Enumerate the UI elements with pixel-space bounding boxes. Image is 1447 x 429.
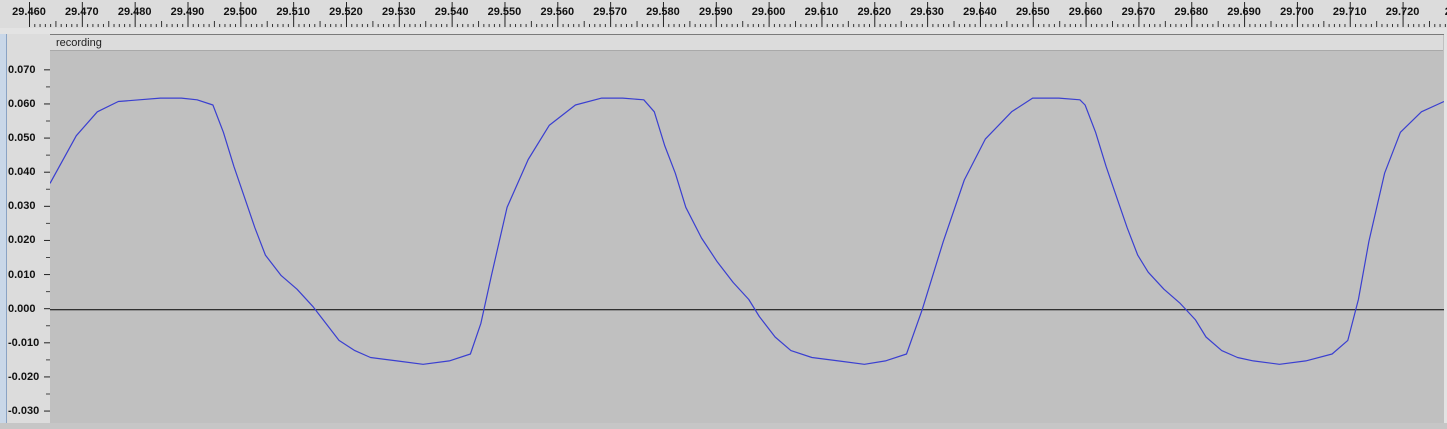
scale-label: -0.010 [8,336,40,349]
ruler-label: 29.720 [1385,6,1420,18]
ruler-label: 29.690 [1227,6,1261,18]
ruler-label: 29.680 [1174,6,1209,18]
ruler-label: 29.550 [487,6,522,18]
ruler-label: 29.470 [65,6,99,18]
ruler-label: 29.540 [434,6,469,18]
ruler-label: 29.520 [329,6,363,18]
scale-label: 0.070 [8,63,36,76]
ruler-label: 29.590 [698,6,733,18]
ruler-label: 29.700 [1280,6,1314,18]
ruler-label: 29.490 [170,6,205,18]
audio-track[interactable]: recording [50,34,1444,424]
track-select-edge[interactable] [0,34,7,423]
ruler-ticks [29,2,1446,27]
scale-label: -0.030 [8,405,40,418]
ruler-label: 29.7 [1445,6,1447,18]
vertical-amplitude-scale[interactable]: 0.070 0.060 0.050 0.040 0.030 0.020 0.010 0.000… [0,34,51,423]
ruler-label: 29.710 [1332,6,1367,18]
ruler-label: 29.480 [117,6,152,18]
ruler-label: 29.640 [963,6,997,18]
scale-ticks [44,69,50,412]
ruler-label: 29.630 [910,6,944,18]
bottom-scroll-strip[interactable] [0,423,1447,429]
scale-label: 0.050 [8,132,36,145]
track-label-bar[interactable]: recording [50,35,1443,51]
scale-label: 0.030 [8,200,36,213]
ruler-gap [0,28,1447,34]
scale-label: 0.020 [8,234,36,247]
ruler-label: 29.620 [857,6,892,18]
ruler-label: 29.530 [381,6,416,18]
ruler-label: 29.670 [1121,6,1156,18]
ruler-label: 29.660 [1068,6,1103,18]
waveform-background [50,35,1444,424]
waveform-line [50,97,1444,365]
ruler-label: 29.570 [593,6,627,18]
timeline-ruler[interactable]: 29.460 29.470 29.480 29.490 29.500 29.510 29.5… [0,0,1447,29]
scale-label: 0.010 [8,268,36,281]
ruler-label: 29.580 [646,6,680,18]
ruler-label: 29.600 [751,6,786,18]
waveform[interactable] [50,35,1444,424]
ruler-label: 29.460 [12,6,46,18]
scale-label: -0.020 [8,370,40,383]
scale-label: 0.060 [8,97,36,110]
ruler-label: 29.650 [1015,6,1050,18]
ruler-label: 29.560 [540,6,575,18]
ruler-label: 29.500 [223,6,258,18]
ruler-label: 29.610 [804,6,839,18]
ruler-label: 29.510 [276,6,310,18]
scale-label: 0.000 [8,302,36,315]
track-name-label: recording [56,37,102,49]
scale-label: 0.040 [8,166,36,179]
